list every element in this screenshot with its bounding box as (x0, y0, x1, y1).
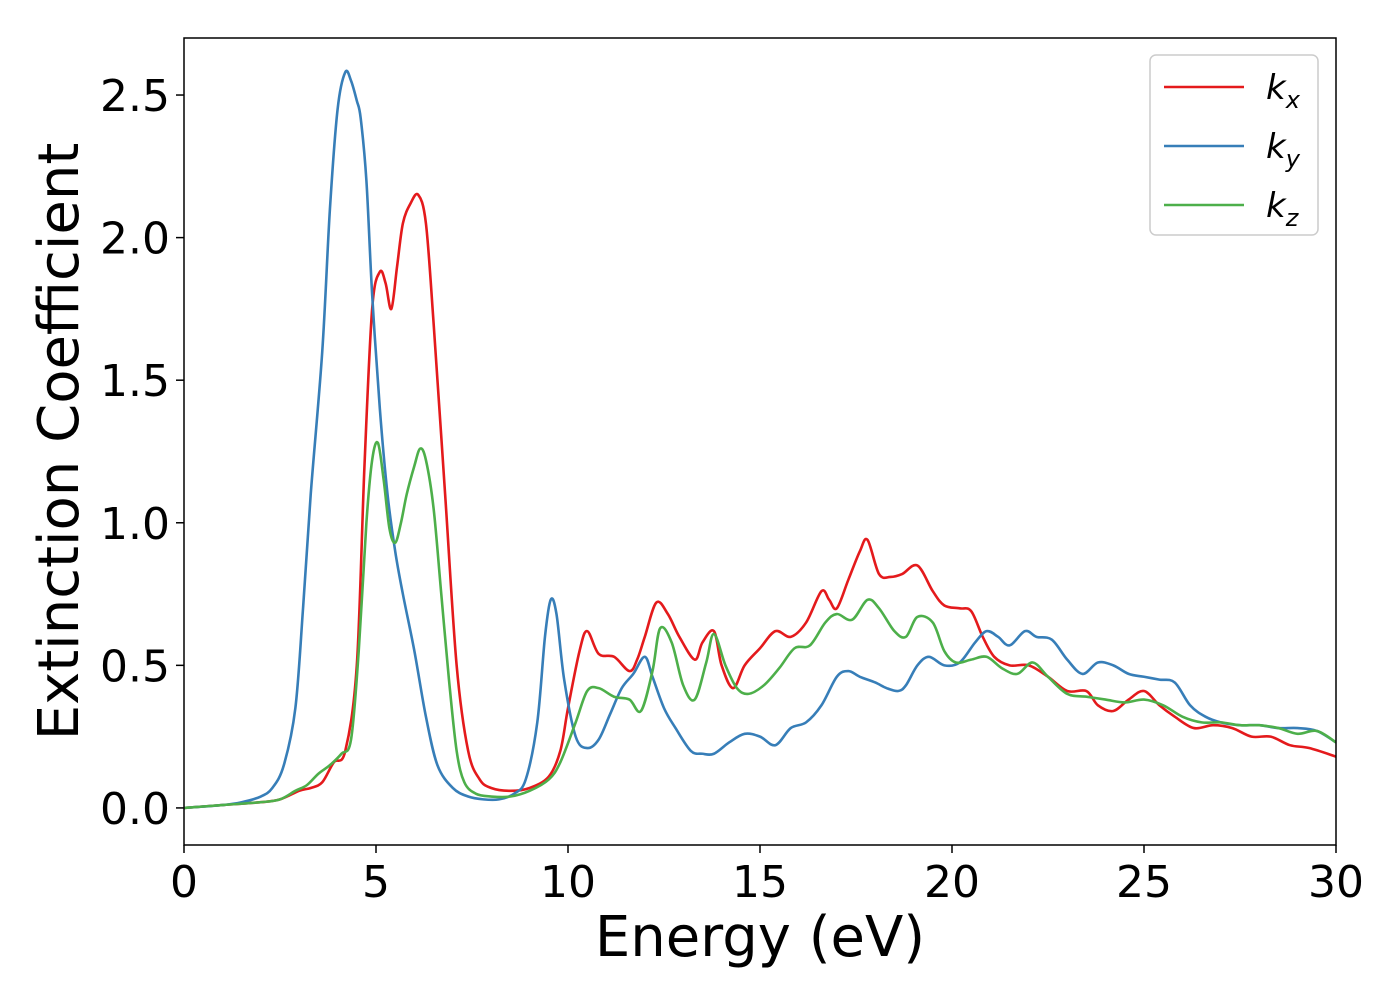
y-tick-label: 2.0 (100, 214, 170, 265)
x-axis-label: Energy (eV) (595, 905, 925, 970)
y-axis-label: Extinction Coefficient (27, 143, 92, 741)
legend-entry-subscript: x (1285, 86, 1301, 114)
y-tick-label: 0.0 (100, 784, 170, 835)
x-tick-label: 25 (1116, 857, 1172, 908)
legend-entry-kz: kz (1266, 186, 1300, 232)
legend-entry-main: k (1266, 186, 1287, 226)
legend-entry-subscript: z (1285, 204, 1300, 232)
y-axis: 0.0 0.5 1.0 1.5 2.0 2.5 (100, 71, 184, 835)
legend-entry-kx: kx (1266, 68, 1301, 114)
y-tick-label: 2.5 (100, 71, 170, 122)
legend-entry-main: k (1266, 127, 1287, 167)
series-layer (184, 69, 1336, 810)
series-line-kz (184, 440, 1336, 810)
x-tick-label: 20 (924, 857, 980, 908)
series-line-kx (184, 192, 1336, 810)
y-tick-label: 0.5 (100, 641, 170, 692)
y-tick-label: 1.0 (100, 499, 170, 550)
x-tick-label: 15 (732, 857, 788, 908)
x-tick-label: 30 (1308, 857, 1364, 908)
legend-entry-main: k (1266, 68, 1287, 108)
series-line-ky (184, 69, 1336, 810)
legend-entry-ky: ky (1266, 127, 1301, 173)
legend-entry-subscript: y (1285, 145, 1301, 173)
x-tick-label: 5 (362, 857, 390, 908)
x-axis: 0 5 10 15 20 25 30 (170, 845, 1364, 908)
x-tick-label: 0 (170, 857, 198, 908)
y-tick-label: 1.5 (100, 356, 170, 407)
x-tick-label: 10 (540, 857, 596, 908)
